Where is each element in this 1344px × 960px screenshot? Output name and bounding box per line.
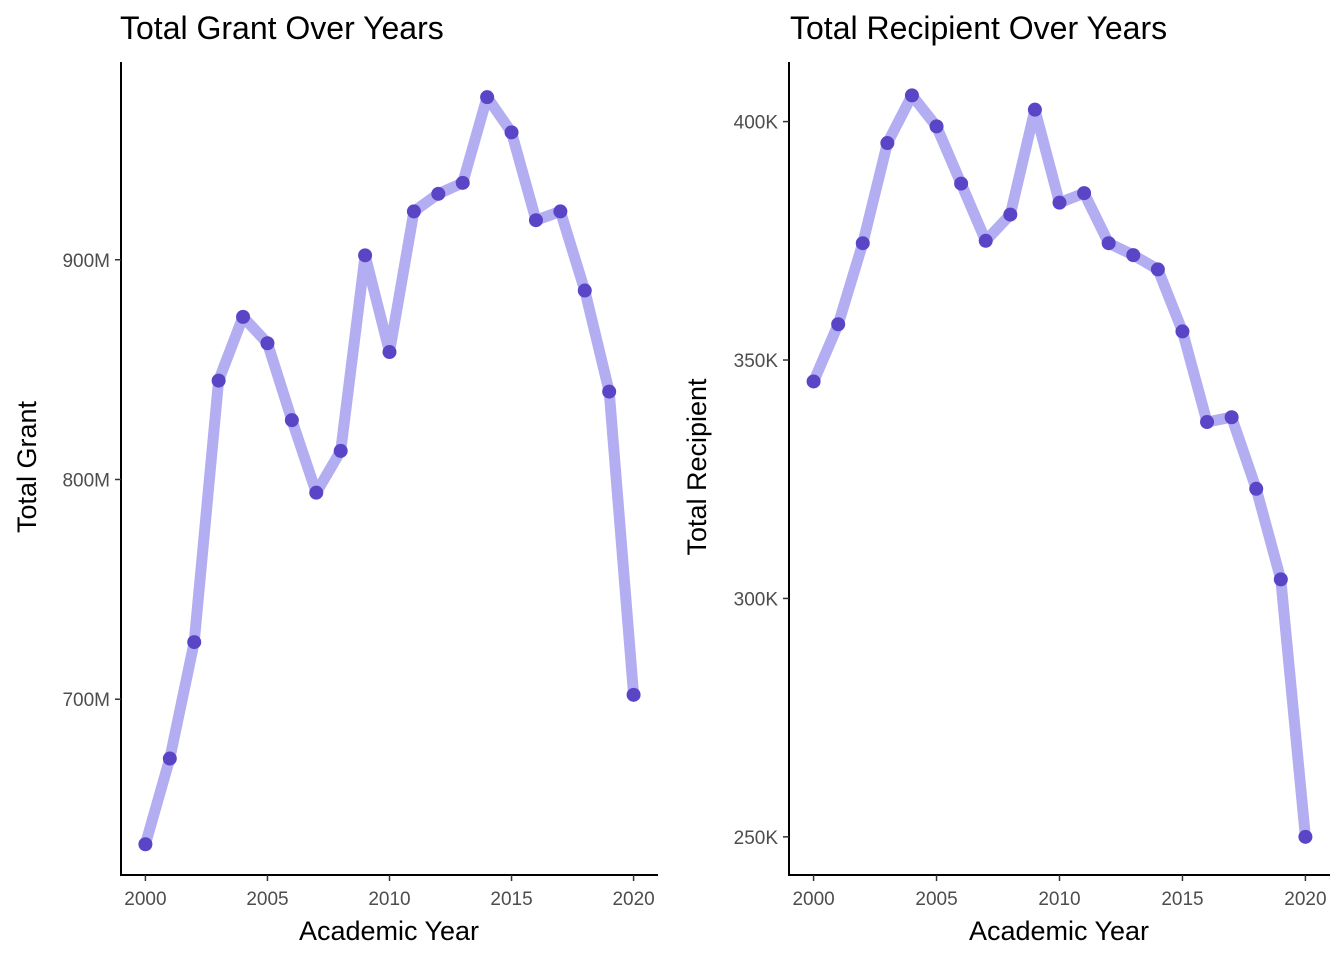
grant-data-point xyxy=(162,751,177,766)
recipient-y-tick-label: 250K xyxy=(734,828,779,849)
recipient-series xyxy=(806,88,1313,844)
grant-data-point xyxy=(528,213,543,228)
recipient-x-tick-label: 2005 xyxy=(915,889,957,910)
grant-series xyxy=(138,90,641,852)
grant-data-point xyxy=(626,687,641,702)
grant-data-point xyxy=(431,186,446,201)
recipient-data-point xyxy=(1298,829,1313,844)
recipient-data-point xyxy=(806,374,821,389)
grant-data-point xyxy=(602,384,617,399)
grant-data-point xyxy=(333,443,348,458)
recipient-data-point xyxy=(929,119,944,134)
grant-x-tick-label: 2020 xyxy=(612,889,654,910)
grant-data-point xyxy=(358,248,373,263)
grant-data-point xyxy=(284,413,299,428)
recipient-chart-title: Total Recipient Over Years xyxy=(790,10,1167,46)
recipient-data-point xyxy=(1150,262,1165,277)
recipient-y-axis-title: Total Recipient xyxy=(682,378,712,556)
recipient-y-tick-label: 400K xyxy=(734,113,779,134)
grant-data-point xyxy=(260,336,275,351)
recipient-data-point xyxy=(880,136,895,151)
recipient-data-point xyxy=(954,176,969,191)
recipient-data-point xyxy=(978,233,993,248)
recipient-data-point xyxy=(831,317,846,332)
grant-x-tick-label: 2005 xyxy=(246,889,288,910)
grant-data-point xyxy=(577,283,592,298)
recipient-y-tick-label: 350K xyxy=(734,351,779,372)
recipient-data-point xyxy=(1249,481,1264,496)
grant-data-point xyxy=(553,204,568,219)
recipient-data-point xyxy=(1200,415,1215,430)
grant-data-point xyxy=(187,635,202,650)
recipient-data-point xyxy=(855,236,870,251)
recipient-data-point xyxy=(1027,102,1042,117)
grant-data-point xyxy=(382,345,397,360)
grant-y-tick-label: 800M xyxy=(62,470,110,491)
grant-y-axis-title: Total Grant xyxy=(12,400,42,533)
grant-x-tick-label: 2010 xyxy=(368,889,410,910)
recipient-x-tick-label: 2015 xyxy=(1161,889,1203,910)
grant-x-axis-title: Academic Year xyxy=(299,916,479,946)
grant-axis-ticks: 2000 2005 2010 2015 2020 700M 800M 900M xyxy=(62,251,654,910)
recipient-data-point xyxy=(1175,324,1190,339)
recipient-data-point xyxy=(1052,195,1067,210)
grant-y-tick-label: 700M xyxy=(62,690,110,711)
recipient-x-axis-title: Academic Year xyxy=(969,916,1149,946)
grant-x-tick-label: 2000 xyxy=(124,889,166,910)
recipient-data-point xyxy=(1003,207,1018,222)
grant-data-point xyxy=(138,837,153,852)
grant-data-point xyxy=(480,90,495,105)
grant-data-point xyxy=(236,309,251,324)
recipient-data-point xyxy=(904,88,919,103)
grant-y-tick-label: 900M xyxy=(62,251,110,272)
recipient-data-point xyxy=(1273,572,1288,587)
recipient-data-point xyxy=(1126,248,1141,263)
recipient-x-tick-label: 2010 xyxy=(1038,889,1080,910)
recipient-y-tick-label: 300K xyxy=(734,589,779,610)
grant-chart-panel: Total Grant Over Years Academic Year Tot… xyxy=(12,10,658,946)
recipient-data-point xyxy=(1077,186,1092,201)
grant-data-point xyxy=(211,373,226,388)
recipient-data-point xyxy=(1101,236,1116,251)
recipient-x-tick-label: 2020 xyxy=(1284,889,1326,910)
recipient-chart-panel: Total Recipient Over Years Academic Year… xyxy=(682,10,1330,946)
grant-data-point xyxy=(309,485,324,500)
grant-data-point xyxy=(455,175,470,190)
grant-data-point xyxy=(504,125,519,140)
recipient-x-tick-label: 2000 xyxy=(792,889,834,910)
grant-chart-title: Total Grant Over Years xyxy=(120,10,444,46)
recipient-data-point xyxy=(1224,410,1239,425)
grant-data-point xyxy=(406,204,421,219)
grant-x-tick-label: 2015 xyxy=(490,889,532,910)
recipient-axis-ticks: 2000 2005 2010 2015 2020 250K 300K 350K 400K xyxy=(734,113,1327,910)
